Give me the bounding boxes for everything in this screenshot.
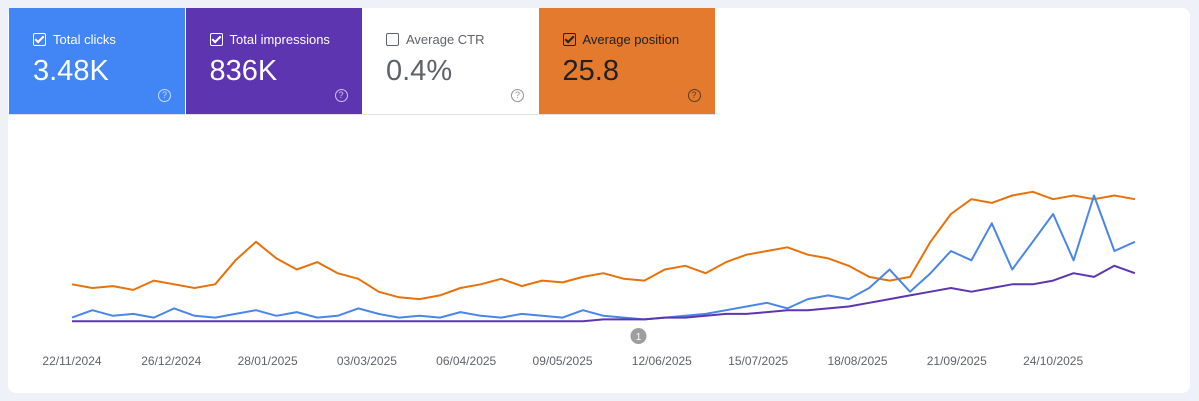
checkbox[interactable] [33,33,46,46]
x-tick-label: 15/07/2025 [728,354,788,368]
series-line [72,264,1136,323]
metric-value: 25.8 [562,55,619,87]
x-tick-label: 21/09/2025 [927,354,987,368]
annotation-marker [630,328,647,344]
checkbox[interactable] [209,33,223,46]
checkbox[interactable] [562,33,576,46]
x-tick-label: 06/04/2025 [436,354,496,368]
metric-label: Average position [582,32,680,47]
x-tick-label: 24/10/2025 [1023,354,1083,368]
metric-value: 0.4% [386,55,453,87]
x-tick-label: 03/03/2025 [337,354,397,368]
metric-card[interactable]: Total clicks 3.48K? [9,8,185,115]
metric-card[interactable]: Average position 25.8? [538,8,715,115]
metric-card[interactable]: Average CTR 0.4%? [362,8,538,115]
metric-card[interactable]: Total impressions 836K? [185,8,362,115]
metric-label-row: Average position [562,32,715,47]
x-tick-label: 09/05/2025 [533,354,593,368]
x-tick-label: 22/11/2024 [42,354,101,368]
metric-label: Average CTR [406,32,485,47]
annotation[interactable]: 1 [630,328,647,344]
metric-label: Total impressions [229,32,330,47]
series-line [71,194,1136,321]
metric-label-row: Total impressions [209,32,362,47]
x-tick-label: 28/01/2025 [238,354,298,368]
help-icon[interactable]: ? [511,89,524,102]
x-tick-label: 12/06/2025 [632,354,692,368]
metric-value: 836K [209,55,278,87]
x-tick-label: 18/08/2025 [827,354,887,368]
checkbox[interactable] [386,33,399,46]
annotation-label: 1 [636,332,642,343]
series-line [71,190,1136,301]
help-icon[interactable]: ? [158,89,171,102]
metric-value: 3.48K [33,55,109,87]
x-tick-label: 26/12/2024 [141,354,201,368]
metric-label-row: Average CTR [386,32,538,47]
metric-label: Total clicks [53,32,116,47]
metric-label-row: Total clicks [33,32,185,47]
help-icon[interactable]: ? [334,89,348,102]
help-icon[interactable]: ? [687,89,701,102]
